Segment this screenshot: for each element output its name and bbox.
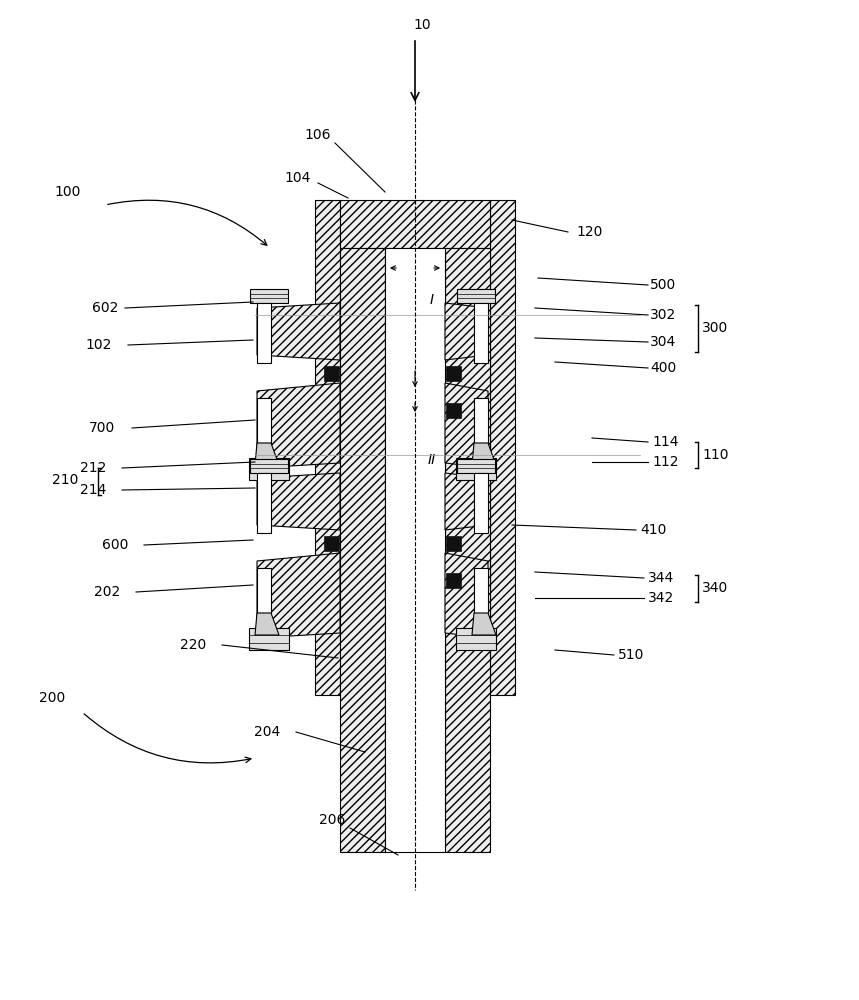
Text: 400: 400 — [650, 361, 676, 375]
Text: 120: 120 — [576, 225, 603, 239]
Bar — [456, 628, 496, 650]
Text: 410: 410 — [640, 523, 667, 537]
Text: 102: 102 — [86, 338, 112, 352]
Bar — [446, 365, 461, 380]
Text: 340: 340 — [702, 581, 728, 595]
Text: 500: 500 — [650, 278, 676, 292]
Polygon shape — [255, 443, 279, 465]
Text: 204: 204 — [253, 725, 280, 739]
Polygon shape — [445, 553, 488, 638]
Polygon shape — [257, 553, 340, 638]
Polygon shape — [257, 303, 340, 360]
Text: 104: 104 — [285, 171, 311, 185]
Bar — [257, 398, 271, 443]
Bar — [474, 568, 488, 613]
Bar — [257, 473, 271, 533]
Polygon shape — [255, 613, 279, 635]
Bar — [446, 403, 461, 418]
Bar — [474, 303, 488, 363]
Bar — [385, 248, 445, 852]
Text: 214: 214 — [80, 483, 106, 497]
Bar — [474, 398, 488, 443]
Text: 112: 112 — [652, 455, 679, 469]
Bar — [340, 200, 490, 248]
Text: 304: 304 — [650, 335, 676, 349]
Polygon shape — [472, 613, 496, 635]
Text: 220: 220 — [180, 638, 206, 652]
Text: 202: 202 — [94, 585, 120, 599]
Bar — [446, 573, 461, 588]
Bar — [250, 289, 288, 303]
Bar — [457, 459, 495, 473]
Bar — [324, 536, 339, 550]
Text: 100: 100 — [55, 185, 82, 199]
Polygon shape — [472, 443, 496, 465]
Bar — [315, 200, 340, 695]
Bar — [249, 458, 289, 480]
Bar — [324, 365, 339, 380]
Text: 602: 602 — [92, 301, 118, 315]
Bar — [446, 536, 461, 550]
Text: 300: 300 — [702, 321, 728, 335]
Text: I: I — [430, 293, 434, 307]
Text: 114: 114 — [652, 435, 679, 449]
Polygon shape — [445, 383, 488, 468]
Bar — [257, 303, 271, 363]
Bar — [457, 289, 495, 303]
Text: 342: 342 — [648, 591, 674, 605]
Bar — [250, 459, 288, 473]
Bar — [340, 248, 385, 852]
Bar — [257, 568, 271, 613]
Text: 700: 700 — [88, 421, 115, 435]
Text: 302: 302 — [650, 308, 676, 322]
Bar — [490, 200, 515, 695]
Bar — [445, 248, 490, 852]
Text: 200: 200 — [39, 691, 65, 705]
Bar — [249, 628, 289, 650]
Polygon shape — [257, 383, 340, 468]
Text: 510: 510 — [618, 648, 644, 662]
Text: 210: 210 — [52, 473, 78, 487]
Text: 10: 10 — [413, 18, 431, 32]
Polygon shape — [257, 473, 340, 530]
Text: 106: 106 — [305, 128, 332, 142]
Text: 344: 344 — [648, 571, 674, 585]
Bar — [456, 458, 496, 480]
Text: 110: 110 — [702, 448, 728, 462]
Bar — [474, 473, 488, 533]
Text: 212: 212 — [80, 461, 106, 475]
Text: II: II — [428, 453, 436, 467]
Text: 206: 206 — [319, 813, 345, 827]
Text: 600: 600 — [101, 538, 128, 552]
Polygon shape — [445, 473, 488, 530]
Polygon shape — [445, 303, 488, 360]
